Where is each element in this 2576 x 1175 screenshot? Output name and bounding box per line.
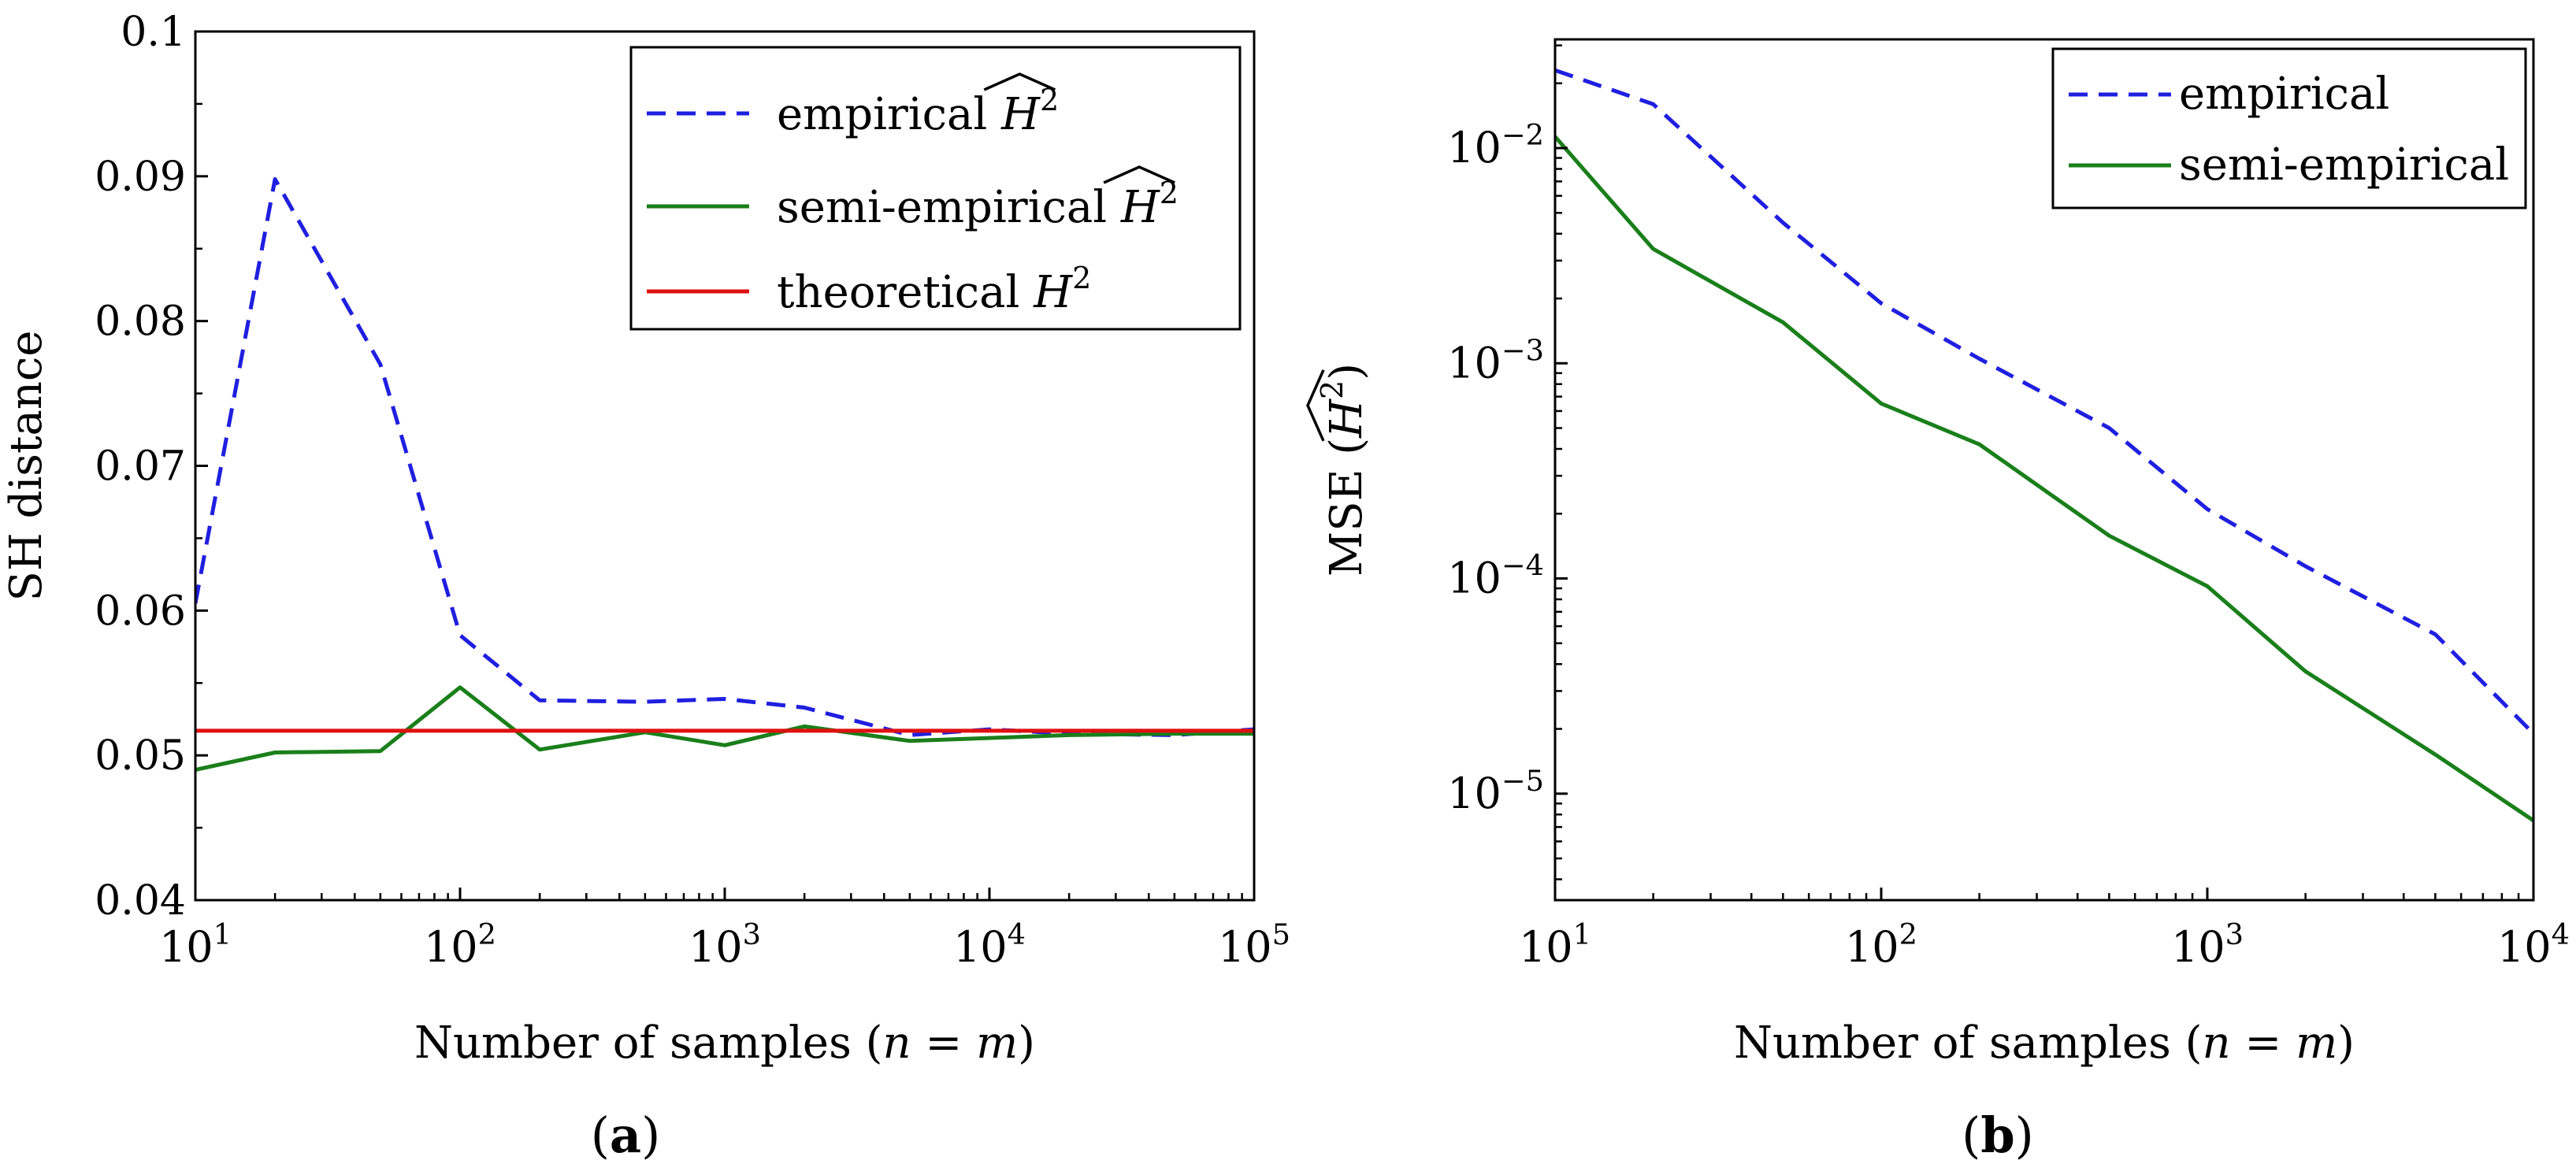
x-axis-title: Number of samples (n = m)	[1734, 1017, 2355, 1069]
plot-frame	[1553, 38, 2535, 902]
series-line-2	[195, 685, 1254, 772]
x-tick-label: 103	[2171, 917, 2244, 972]
legend-label: empirical	[2179, 69, 2389, 120]
legend-label: theoretical H2	[777, 261, 1091, 318]
y-tick-label: 10−2	[1447, 118, 1544, 172]
panel-a: 101 102 103 104 105 0.04 0.05 0.06 0.07 0.08 0.09 0…	[1, 9, 1290, 1069]
y-tick-label: 10−3	[1447, 333, 1544, 387]
x-tick-label: 104	[2497, 917, 2570, 972]
x-tick-label: 102	[1845, 917, 1917, 972]
y-tick-label: 0.06	[95, 588, 186, 635]
panel-label-b: (b)	[1962, 1106, 2034, 1164]
y-tick-label: 0.05	[95, 732, 186, 780]
panel-b: 101 102 103 104 10−5 10−4 10−3 10−2 Number of sa…	[1306, 38, 2570, 1069]
hat-symbol	[1306, 369, 1325, 442]
panel-label-a: (a)	[591, 1106, 661, 1164]
legend: empirical H2 semi-empirical H2 theoretical…	[629, 46, 1242, 331]
y-tick-label: 0.07	[95, 443, 186, 491]
x-tick-label: 104	[953, 917, 1026, 972]
x-axis-title: Number of samples (n = m)	[414, 1017, 1035, 1069]
x-tick-label: 105	[1218, 917, 1290, 972]
hat-symbol	[983, 72, 1056, 91]
legend-label: semi-empirical	[2179, 139, 2509, 191]
y-axis-title: MSE (H2)	[1315, 363, 1372, 576]
y-axis-title: SH distance	[1, 331, 52, 602]
legend: empirical semi-empirical	[2051, 47, 2527, 209]
x-tick-label: 101	[1519, 917, 1591, 972]
legend-box	[629, 46, 1242, 331]
x-tick-label: 103	[689, 917, 761, 972]
y-tick-label: 0.1	[121, 9, 186, 56]
hat-symbol	[1103, 165, 1175, 184]
legend-label: semi-empirical H2	[777, 176, 1179, 233]
x-tick-label: 102	[424, 917, 496, 972]
y-tick-label: 0.08	[95, 298, 186, 346]
y-tick-label: 0.09	[95, 154, 186, 201]
legend-label: empirical H2	[777, 83, 1059, 140]
x-tick-label: 101	[159, 917, 232, 972]
legend-box	[2051, 47, 2527, 209]
y-tick-label: 10−4	[1447, 549, 1544, 603]
series-line-2	[1555, 135, 2533, 822]
y-tick-label: 10−5	[1447, 764, 1544, 818]
y-tick-label: 0.04	[95, 877, 186, 925]
series-line-1	[1555, 68, 2533, 736]
